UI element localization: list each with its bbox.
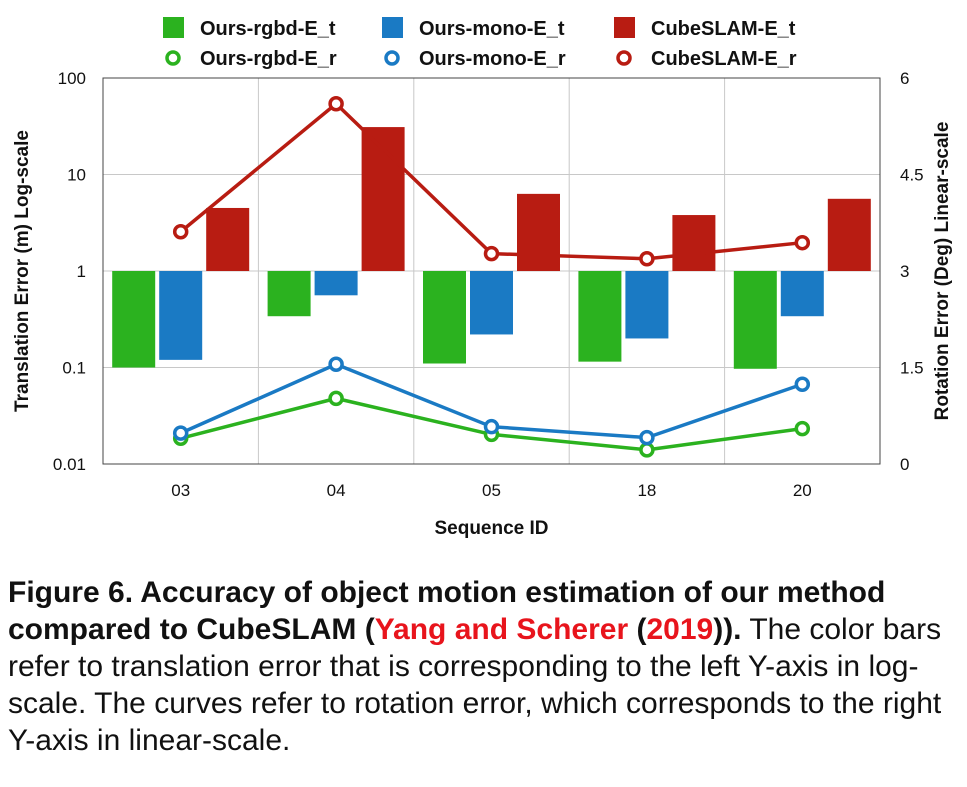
point-Ours-mono-E_r-20	[794, 376, 811, 392]
x-tick-label: 05	[482, 481, 501, 500]
right-tick-label: 4.5	[900, 166, 924, 185]
citation-year[interactable]: 2019	[646, 613, 714, 646]
legend-label-CubeSLAM-E_t: CubeSLAM-E_t	[651, 18, 796, 40]
bars	[112, 127, 871, 369]
caption-body: The color bars refer to translation erro…	[8, 613, 942, 757]
bar-Ours-rgbd-E_t-03	[112, 271, 156, 368]
x-tick-label: 03	[171, 481, 190, 500]
point-Ours-rgbd-E_r-04	[328, 390, 344, 407]
bar-Ours-mono-E_t-04	[314, 271, 358, 296]
bar-CubeSLAM-E_t-05	[517, 193, 560, 271]
point-CubeSLAM-E_r-04	[328, 95, 344, 112]
point-Ours-mono-E_r-05	[483, 418, 500, 435]
lines	[172, 95, 811, 458]
right-axis-title: Rotation Error (Deg) Linear-scale	[932, 122, 953, 421]
left-axis-title: Translation Error (m) Log-scale	[12, 130, 33, 412]
point-Ours-rgbd-E_r-18	[639, 442, 655, 458]
point-Ours-mono-E_r-03	[172, 425, 189, 441]
caption-bold-suffix: )).	[713, 613, 742, 646]
point-CubeSLAM-E_r-05	[483, 245, 500, 262]
right-tick-label: 3	[900, 262, 909, 281]
figure-caption: Figure 6. Accuracy of object motion esti…	[8, 574, 963, 759]
left-tick-label: 1	[77, 262, 86, 281]
bar-Ours-mono-E_t-20	[780, 271, 824, 317]
point-Ours-mono-E_r-04	[328, 356, 344, 373]
legend-label-Ours-rgbd-E_t: Ours-rgbd-E_t	[200, 18, 336, 40]
caption-bold-prefix: Figure 6. Accuracy of object motion esti…	[8, 576, 886, 646]
left-tick-label: 0.01	[53, 455, 86, 474]
right-tick-label: 0	[900, 455, 909, 474]
point-Ours-rgbd-E_r-20	[794, 420, 811, 437]
bar-CubeSLAM-E_t-20	[827, 198, 871, 271]
point-CubeSLAM-E_r-20	[794, 234, 811, 251]
chart: Ours-rgbd-E_t Ours-mono-E_t CubeSLAM-E_t Ou…	[12, 17, 953, 539]
left-tick-label: 100	[58, 69, 86, 88]
x-tick-label: 18	[637, 481, 656, 500]
right-tick-label: 1.5	[900, 359, 924, 378]
citation-open: (	[628, 613, 647, 646]
bar-Ours-mono-E_t-05	[470, 271, 513, 335]
legend: Ours-rgbd-E_t Ours-mono-E_t CubeSLAM-E_t Ou…	[163, 17, 797, 70]
right-tick-label: 6	[900, 69, 909, 88]
citation-authors[interactable]: Yang and Scherer	[374, 613, 629, 646]
bar-Ours-mono-E_t-18	[625, 271, 669, 339]
x-tick-label: 20	[793, 481, 812, 500]
x-axis-title: Sequence ID	[434, 518, 548, 539]
bar-Ours-mono-E_t-03	[159, 271, 203, 360]
legend-marker-CubeSLAM-E_r	[616, 50, 632, 66]
point-CubeSLAM-E_r-18	[639, 251, 655, 267]
bar-Ours-rgbd-E_t-18	[578, 271, 622, 362]
point-Ours-mono-E_r-18	[639, 429, 655, 446]
left-tick-label: 0.1	[62, 359, 86, 378]
legend-swatch-Ours-rgbd-E_t	[163, 17, 184, 38]
x-tick-label: 04	[327, 481, 346, 500]
bar-CubeSLAM-E_t-18	[672, 215, 716, 271]
point-CubeSLAM-E_r-03	[172, 224, 189, 240]
bar-Ours-rgbd-E_t-05	[423, 271, 466, 364]
bar-CubeSLAM-E_t-03	[206, 207, 250, 271]
legend-marker-Ours-rgbd-E_r	[165, 50, 181, 66]
left-tick-label: 10	[67, 166, 86, 185]
legend-label-CubeSLAM-E_r: CubeSLAM-E_r	[651, 48, 797, 70]
legend-swatch-CubeSLAM-E_t	[614, 17, 635, 38]
legend-label-Ours-mono-E_r: Ours-mono-E_r	[419, 48, 566, 70]
axes: 0.01 0.1 1 10 100 0 1.5 3 4.5 6 03 04 05 18 20 Sequence…	[12, 69, 953, 539]
plot-frame	[102, 77, 881, 465]
legend-marker-Ours-mono-E_r	[384, 50, 400, 66]
bar-Ours-rgbd-E_t-04	[267, 271, 311, 317]
bar-Ours-rgbd-E_t-20	[733, 271, 777, 369]
legend-label-Ours-rgbd-E_r: Ours-rgbd-E_r	[200, 48, 337, 70]
legend-swatch-Ours-mono-E_t	[382, 17, 403, 38]
legend-label-Ours-mono-E_t: Ours-mono-E_t	[419, 18, 565, 40]
